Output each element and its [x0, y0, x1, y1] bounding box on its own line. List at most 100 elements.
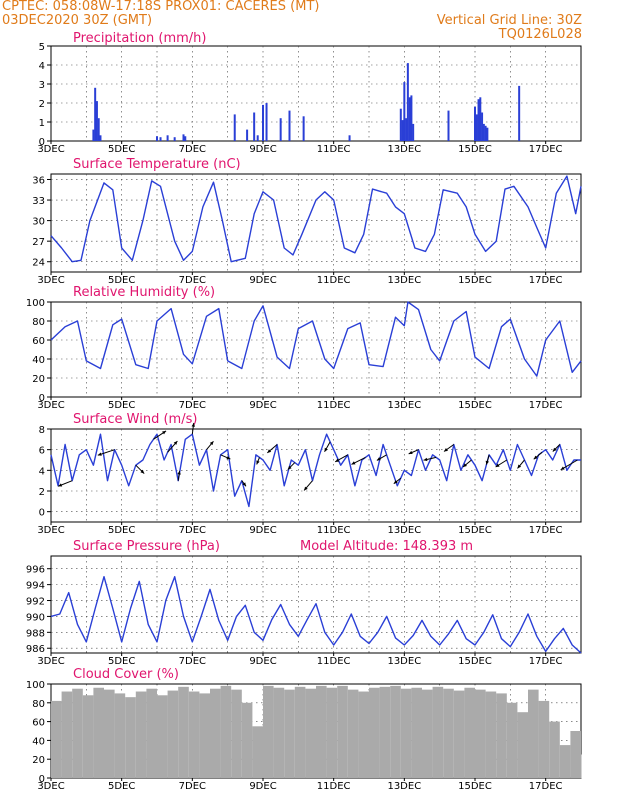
cloud-column — [157, 695, 168, 778]
precip-bar — [486, 127, 489, 141]
pres-xtick-label: 17DEC — [529, 656, 563, 667]
cloud-panel: Cloud Cover (%) 0 20 40 60 80 100 3DEC 5DEC 7DEC 9… — [26, 667, 582, 792]
precip-bar — [256, 135, 259, 141]
precip-bar — [401, 120, 404, 141]
cloud-column — [358, 691, 369, 778]
rh-ytick-label: 80 — [32, 317, 45, 328]
rh-ytick-label: 60 — [32, 336, 45, 347]
wind-xtick-label: 11DEC — [317, 525, 351, 536]
pres-ytick-label: 986 — [26, 644, 45, 655]
cloud-column — [464, 687, 475, 778]
wind-xtick-label: 15DEC — [458, 525, 492, 536]
precip-xtick-label: 5DEC — [108, 144, 135, 155]
cloud-column — [337, 685, 348, 778]
cloud-column — [104, 689, 115, 778]
cloud-column — [316, 685, 327, 778]
wind-vector-arrow — [241, 480, 247, 487]
temp-xtick-label: 7DEC — [179, 275, 206, 286]
cloud-xtick-label: 11DEC — [317, 781, 351, 792]
pres-xtick-label: 15DEC — [458, 656, 492, 667]
cloud-ytick-label: 100 — [26, 680, 45, 691]
rh-title: Relative Humidity (%) — [73, 285, 215, 300]
cloud-column — [475, 689, 486, 778]
rh-xtick-label: 17DEC — [529, 400, 563, 411]
precip-xtick-label: 9DEC — [249, 144, 276, 155]
cloud-column — [506, 702, 518, 778]
pres-xtick-label: 5DEC — [108, 656, 135, 667]
temp-xtick-label: 11DEC — [317, 275, 351, 286]
precip-bar — [408, 97, 411, 141]
cloud-column — [125, 697, 136, 778]
precip-bar — [95, 101, 98, 141]
cloud-column — [528, 689, 539, 778]
rh-ytick-label: 100 — [26, 298, 45, 309]
cloud-column — [114, 693, 126, 778]
cloud-ytick-label: 80 — [32, 699, 45, 710]
precip-xtick-label: 15DEC — [458, 144, 492, 155]
temp-panel: Surface Temperature (nC) 24 27 30 33 36 3DEC 5D… — [32, 157, 582, 286]
pres-xtick-label: 7DEC — [179, 656, 206, 667]
wind-vector-arrow — [552, 444, 561, 452]
cloud-xtick-label: 9DEC — [249, 781, 276, 792]
rh-ytick-label: 40 — [32, 355, 45, 366]
precip-bar — [182, 134, 185, 141]
cloud-title: Cloud Cover (%) — [73, 667, 179, 682]
precip-ytick-label: 3 — [39, 80, 45, 91]
precip-ytick-label: 4 — [39, 61, 45, 72]
wind-xtick-label: 3DEC — [37, 525, 64, 536]
cloud-column — [146, 688, 157, 778]
cloud-column — [581, 754, 582, 778]
wind-xtick-label: 17DEC — [529, 525, 563, 536]
cloud-column — [72, 688, 83, 778]
cloud-column — [379, 686, 391, 778]
precip-bar — [484, 125, 487, 141]
header-model: TQ0126L028 — [498, 27, 582, 42]
pres-frame — [50, 555, 582, 654]
temp-series-line — [50, 175, 582, 263]
temp-ytick-label: 36 — [32, 175, 45, 186]
wind-vector-arrow — [220, 454, 231, 460]
wind-vector-arrow — [495, 459, 508, 468]
header-grid-line: Vertical Grid Line: 30Z — [436, 13, 582, 28]
temp-ytick-label: 27 — [32, 237, 45, 248]
precip-bar — [173, 137, 176, 141]
precip-bar — [302, 116, 305, 141]
wind-title: Surface Wind (m/s) — [73, 412, 197, 427]
cloud-column — [326, 687, 338, 778]
cloud-xtick-label: 3DEC — [37, 781, 64, 792]
precip-bar — [233, 114, 236, 141]
wind-ytick-label: 2 — [39, 487, 45, 498]
precip-bar — [288, 110, 291, 141]
wind-vector-arrow — [517, 459, 525, 469]
precip-bar — [94, 87, 97, 141]
rh-panel: Relative Humidity (%) 0 20 40 60 80 100 3DEC 5DE… — [26, 285, 582, 411]
cloud-ytick-label: 20 — [32, 755, 45, 766]
wind-vector-arrow — [376, 454, 387, 461]
precip-ytick-label: 1 — [39, 118, 45, 129]
wind-vector-arrow — [423, 456, 437, 462]
wind-vector-arrow — [443, 444, 455, 452]
cloud-column — [167, 690, 179, 778]
cloud-ytick-label: 60 — [32, 718, 45, 729]
precip-ytick-label: 5 — [39, 42, 45, 53]
precip-bar — [481, 112, 484, 141]
precip-frame — [50, 45, 582, 142]
cloud-column — [199, 693, 210, 778]
wind-vector-arrow — [462, 459, 472, 468]
precip-xtick-label: 3DEC — [37, 144, 64, 155]
cloud-column — [284, 689, 295, 778]
wind-vector-arrow — [191, 422, 196, 435]
wind-vector-arrow — [351, 456, 366, 465]
pres-xtick-label: 9DEC — [249, 656, 276, 667]
temp-xtick-label: 13DEC — [387, 275, 421, 286]
wind-vector-arrow — [303, 480, 313, 491]
cloud-column — [453, 690, 465, 778]
pres-panel: Surface Pressure (hPa) Model Altitude: 14… — [26, 539, 582, 667]
pres-ytick-label: 992 — [26, 597, 45, 608]
wind-vector-arrow — [287, 462, 296, 470]
pres-xtick-label: 13DEC — [387, 656, 421, 667]
cloud-column — [220, 685, 232, 778]
precip-xtick-label: 7DEC — [179, 144, 206, 155]
temp-ytick-label: 33 — [32, 196, 45, 207]
